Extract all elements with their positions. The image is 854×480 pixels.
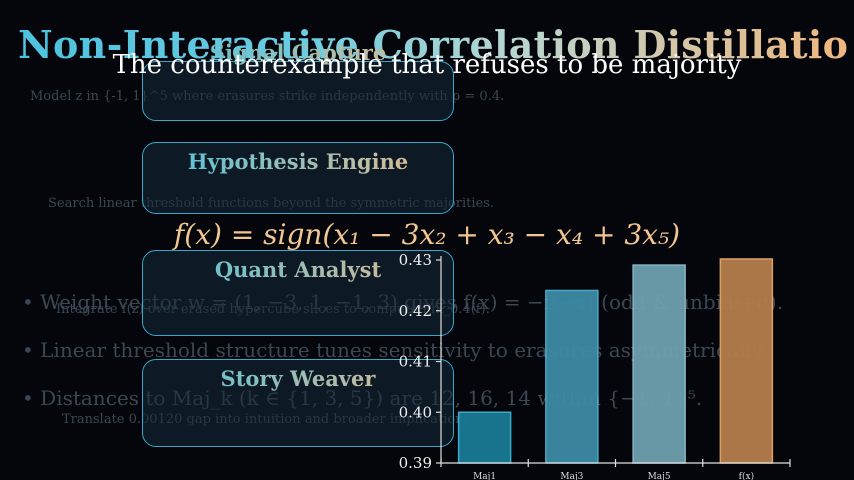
y-tick-label-2: 0.41 bbox=[399, 353, 432, 371]
bar-maj5 bbox=[632, 264, 686, 464]
category-label-1: Maj3 bbox=[560, 472, 583, 480]
y-tick-label-3: 0.42 bbox=[399, 302, 432, 320]
y-tick-label-1: 0.40 bbox=[399, 403, 432, 421]
bar-maj1 bbox=[457, 411, 512, 464]
card-quant-analyst: Quant Analyst bbox=[142, 250, 454, 336]
slide-subtitle: The counterexample that refuses to be ma… bbox=[112, 50, 742, 80]
formula: f(x) = sign(x₁ − 3x₂ + x₃ − x₄ + 3x₅) bbox=[173, 218, 681, 251]
card-signal-capture: Signal Capture bbox=[142, 40, 454, 121]
category-label-3: f(x) bbox=[739, 471, 754, 480]
card-hypothesis-engine: Hypothesis Engine bbox=[142, 142, 454, 214]
card-title-story-weaver: Story Weaver bbox=[143, 366, 453, 391]
y-tick-label-4: 0.43 bbox=[399, 251, 432, 269]
card-title-signal-capture: Signal Capture bbox=[143, 40, 453, 65]
card-title-hypothesis-engine: Hypothesis Engine bbox=[143, 149, 453, 174]
bar-fx bbox=[719, 258, 774, 464]
category-label-2: Maj5 bbox=[648, 472, 671, 480]
bar-maj3 bbox=[545, 289, 599, 464]
card-story-weaver: Story Weaver bbox=[142, 359, 454, 447]
y-tick-label-0: 0.39 bbox=[399, 454, 432, 472]
category-label-0: Maj1 bbox=[473, 472, 496, 480]
card-title-quant-analyst: Quant Analyst bbox=[143, 257, 453, 282]
slide-title: Non-Interactive Correlation Distillation bbox=[18, 22, 854, 67]
